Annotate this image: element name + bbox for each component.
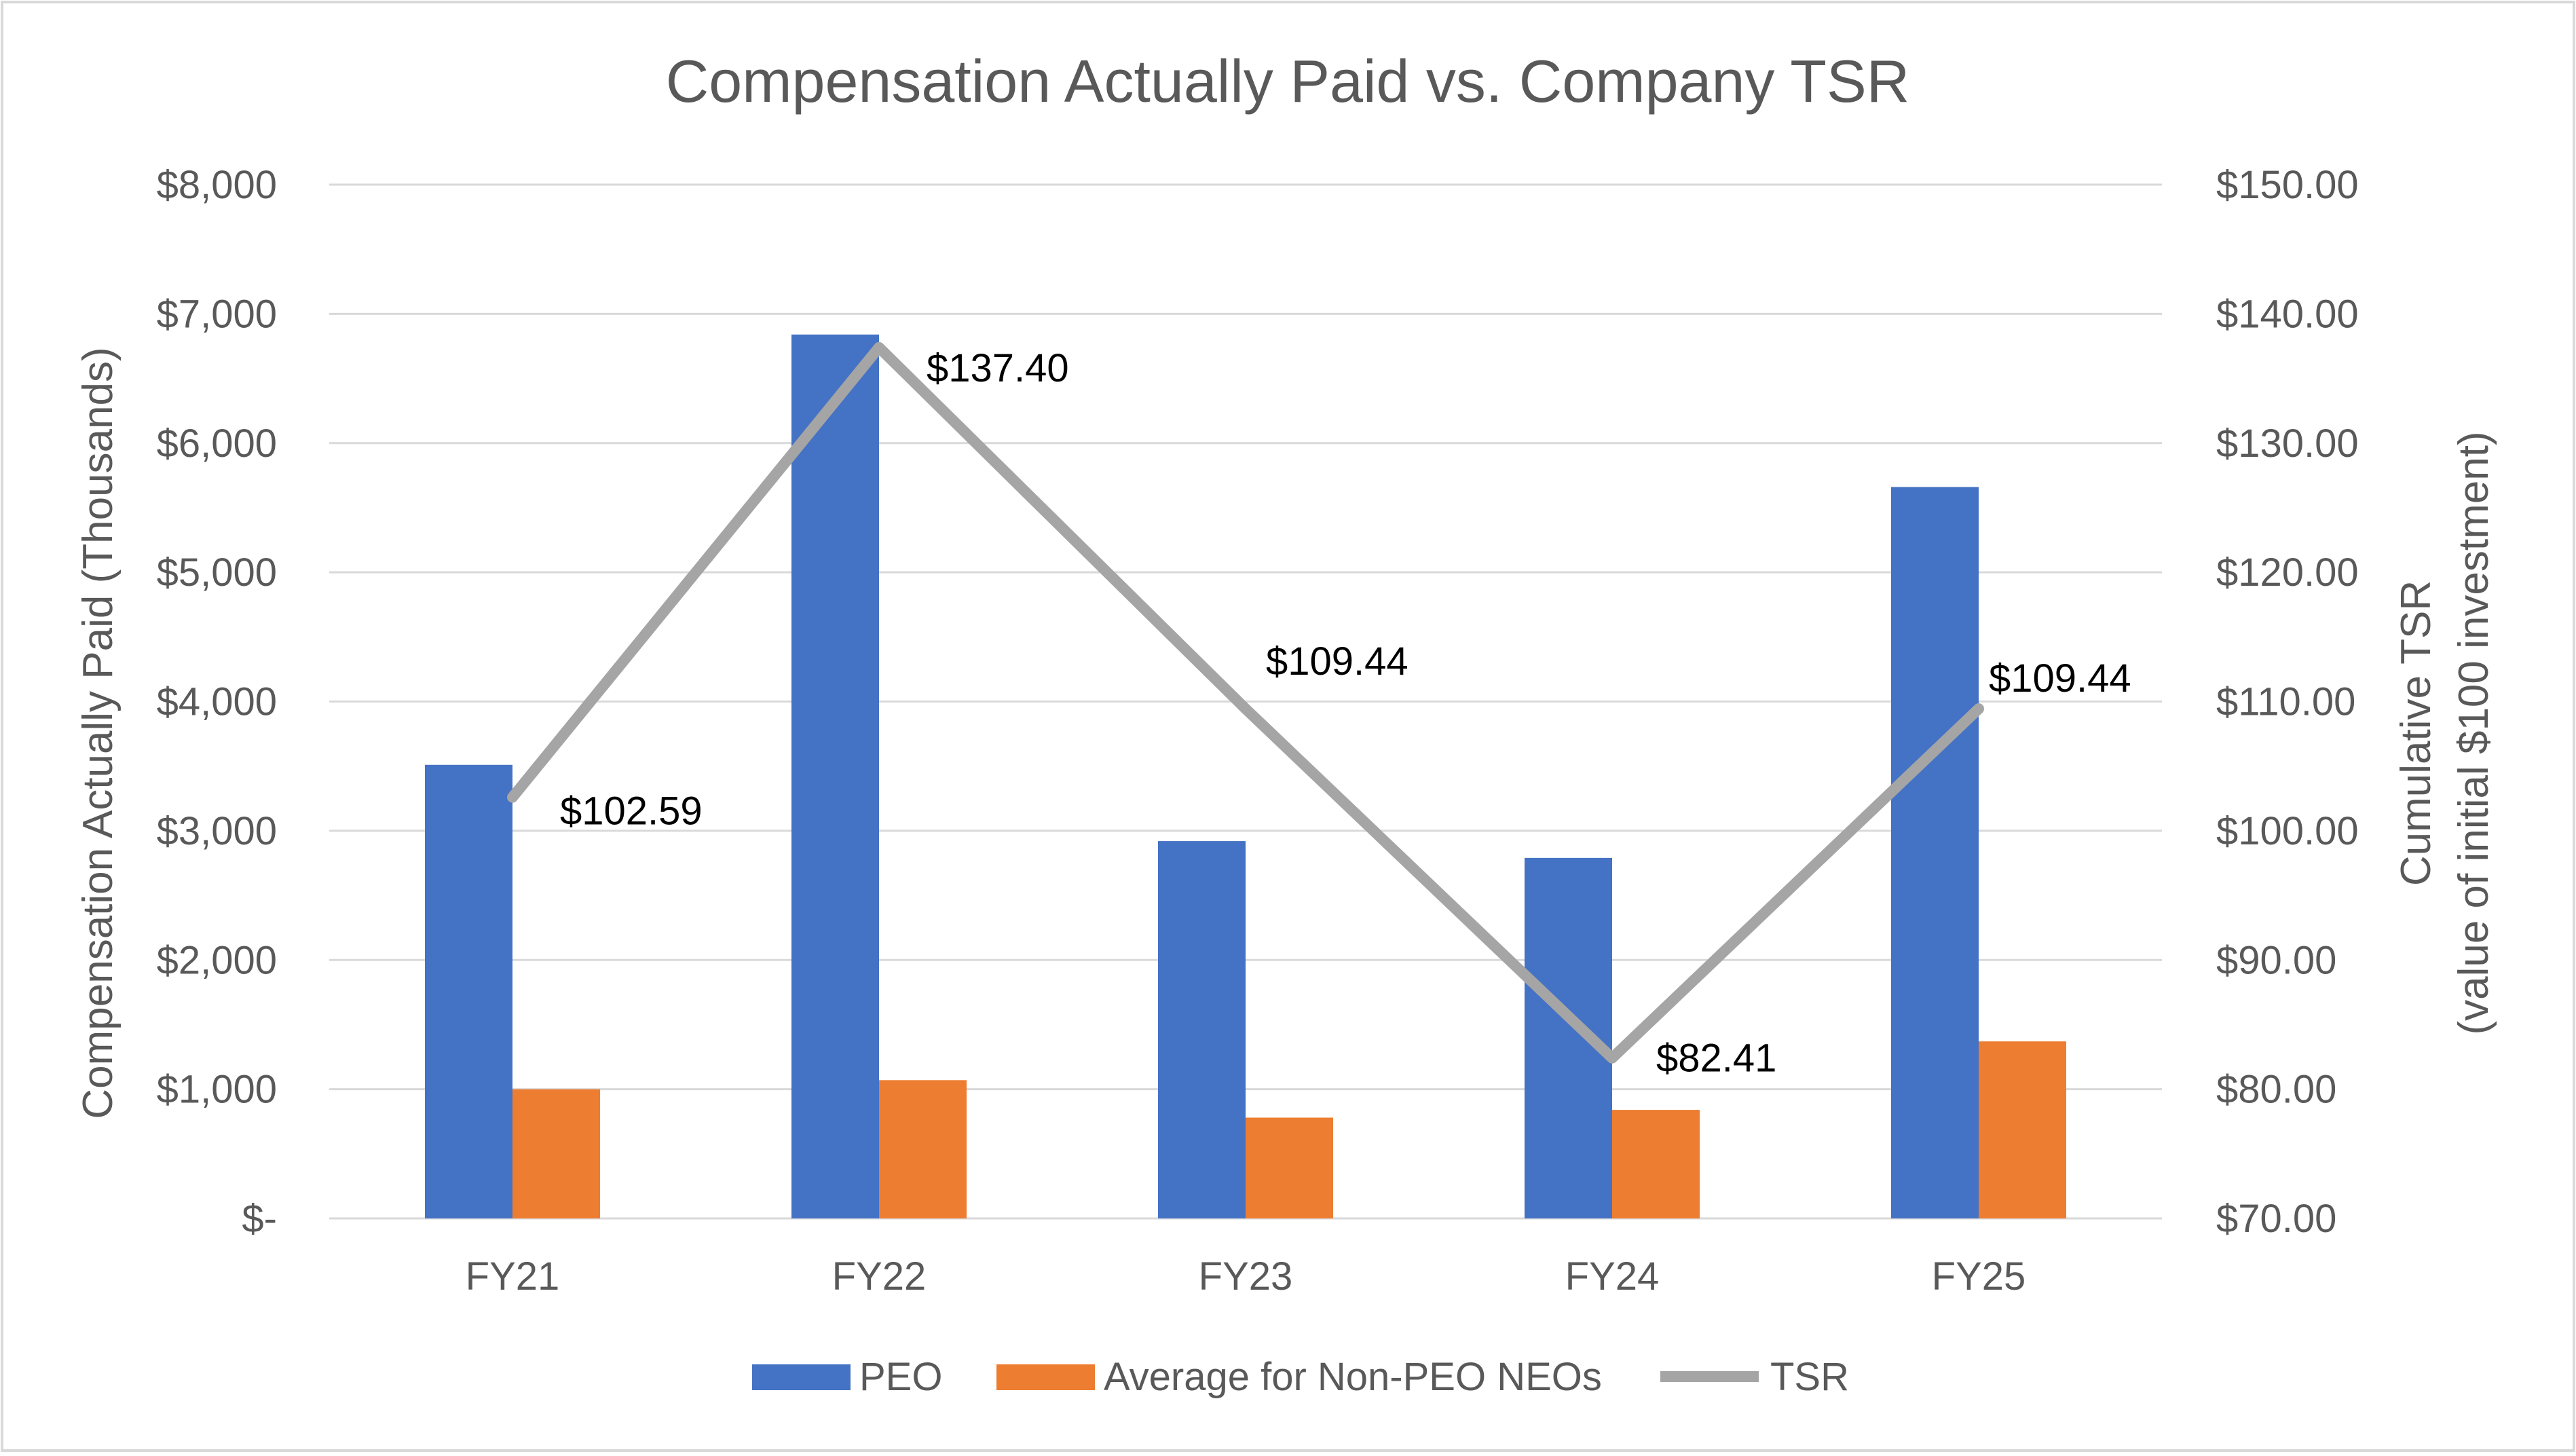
y2-axis-ticks: $70.00 $80.00 $90.00 $100.00 $110.00 $120.00 $… xyxy=(2216,163,2359,1241)
tsr-data-label: $102.59 xyxy=(560,789,703,834)
tsr-data-label: $137.40 xyxy=(927,346,1069,390)
y2-tick-label: $130.00 xyxy=(2216,422,2359,466)
legend-label: Average for Non-PEO NEOs xyxy=(1104,1355,1602,1399)
y2-tick-label: $100.00 xyxy=(2216,809,2359,853)
legend-swatch xyxy=(996,1364,1095,1390)
data-labels: $102.59 $137.40 $109.44 $82.41 $109.44 xyxy=(560,346,2131,1081)
tsr-line xyxy=(507,341,1984,1064)
y-tick-label: $3,000 xyxy=(157,809,277,853)
y-axis-ticks: $- $1,000 $2,000 $3,000 $4,000 $5,000 $6,000 $7… xyxy=(157,163,277,1241)
bar-peo xyxy=(791,334,879,1219)
bar-average-for-non-peo-neos xyxy=(1246,1117,1333,1218)
x-axis-ticks: FY21 FY22 FY23 FY24 FY25 xyxy=(466,1254,2026,1299)
tsr-data-label: $109.44 xyxy=(1989,656,2131,701)
x-tick-label: FY24 xyxy=(1565,1254,1660,1299)
chart-title: Compensation Actually Paid vs. Company T… xyxy=(666,48,1910,115)
x-tick-label: FY23 xyxy=(1199,1254,1293,1299)
y-tick-label: $1,000 xyxy=(157,1068,277,1112)
y-tick-label: $4,000 xyxy=(157,680,277,724)
y-tick-label: $6,000 xyxy=(157,422,277,466)
y2-tick-label: $90.00 xyxy=(2216,938,2336,982)
y-tick-label: $- xyxy=(242,1197,277,1241)
bar-average-for-non-peo-neos xyxy=(512,1089,600,1218)
tsr-polyline xyxy=(507,341,1984,1064)
y2-tick-label: $110.00 xyxy=(2216,680,2355,724)
bar-average-for-non-peo-neos xyxy=(1979,1041,2066,1218)
y2-tick-label: $80.00 xyxy=(2216,1068,2336,1112)
legend-label: TSR xyxy=(1770,1355,1849,1399)
legend: PEO Average for Non-PEO NEOs TSR xyxy=(752,1355,1849,1399)
y2-axis-label-line1: Cumulative TSR xyxy=(2393,580,2440,886)
y2-tick-label: $140.00 xyxy=(2216,292,2359,336)
bar-peo xyxy=(1158,841,1246,1218)
y2-axis-label-line2: (value of initial $100 investment) xyxy=(2450,431,2497,1034)
bar-average-for-non-peo-neos xyxy=(1612,1110,1700,1218)
legend-swatch xyxy=(752,1364,851,1390)
x-tick-label: FY22 xyxy=(832,1254,927,1299)
y-tick-label: $8,000 xyxy=(157,163,277,207)
y-axis-label: Compensation Actually Paid (Thousands) xyxy=(75,347,122,1119)
tsr-data-label: $109.44 xyxy=(1266,639,1408,684)
bar-peo xyxy=(425,764,512,1218)
x-tick-label: FY25 xyxy=(1932,1254,2026,1299)
x-tick-label: FY21 xyxy=(466,1254,560,1299)
bar-average-for-non-peo-neos xyxy=(879,1080,967,1218)
y2-tick-label: $70.00 xyxy=(2216,1197,2336,1241)
y2-tick-label: $120.00 xyxy=(2216,550,2359,595)
y-tick-label: $2,000 xyxy=(157,938,277,982)
y-tick-label: $5,000 xyxy=(157,550,277,595)
tsr-data-label: $82.41 xyxy=(1656,1037,1776,1081)
y-tick-label: $7,000 xyxy=(157,292,277,336)
y2-tick-label: $150.00 xyxy=(2216,163,2359,207)
bar-peo xyxy=(1891,487,1979,1218)
legend-label: PEO xyxy=(859,1355,943,1399)
bars xyxy=(425,334,2066,1219)
